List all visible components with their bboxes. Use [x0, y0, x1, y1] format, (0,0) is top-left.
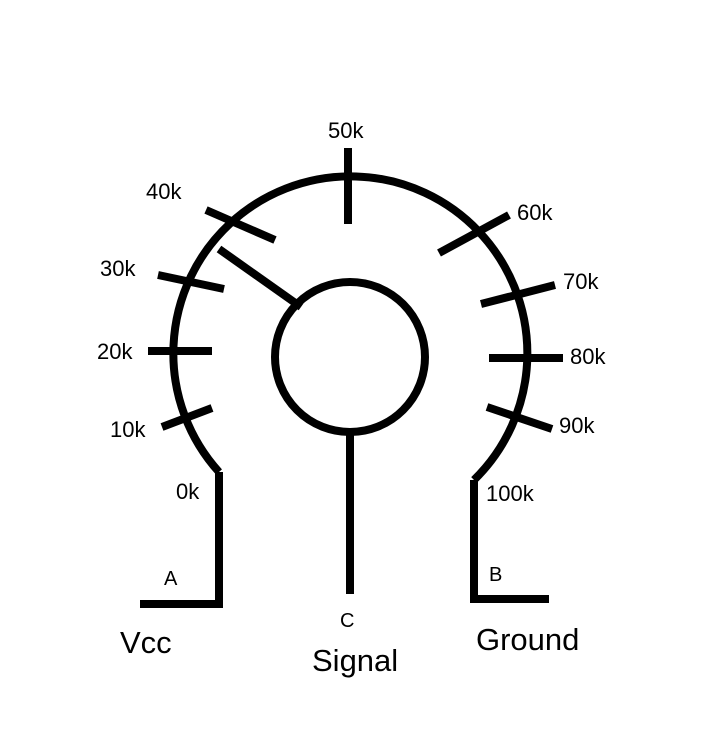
terminal-a-name: Vcc — [120, 625, 172, 660]
tick-mark-10k — [160, 404, 214, 431]
tick-label-100k: 100k — [486, 481, 535, 506]
tick-mark-70k — [480, 281, 556, 308]
wiper-arm — [216, 245, 304, 311]
tick-label-90k: 90k — [559, 413, 595, 438]
terminal-b-lead — [470, 480, 549, 603]
tick-label-80k: 80k — [570, 344, 606, 369]
terminal-b-letter: B — [489, 564, 502, 586]
tick-label-50k: 50k — [328, 118, 364, 143]
tick-mark-60k — [437, 211, 511, 257]
tick-label-20k: 20k — [97, 339, 133, 364]
tick-label-10k: 10k — [110, 417, 146, 442]
terminal-b-name: Ground — [476, 622, 579, 657]
tick-label-40k: 40k — [146, 179, 182, 204]
tick-mark-40k — [204, 206, 277, 244]
terminal-c-name: Signal — [312, 643, 398, 678]
tick-mark-90k — [485, 403, 554, 433]
tick-label-60k: 60k — [517, 200, 553, 225]
tick-label-0k: 0k — [176, 479, 200, 504]
tick-label-30k: 30k — [100, 256, 136, 281]
terminal-a-letter: A — [164, 568, 178, 590]
tick-label-70k: 70k — [563, 269, 599, 294]
tick-mark-30k — [157, 271, 225, 293]
terminal-a-lead — [140, 472, 223, 608]
terminal-c-letter: C — [340, 610, 354, 632]
